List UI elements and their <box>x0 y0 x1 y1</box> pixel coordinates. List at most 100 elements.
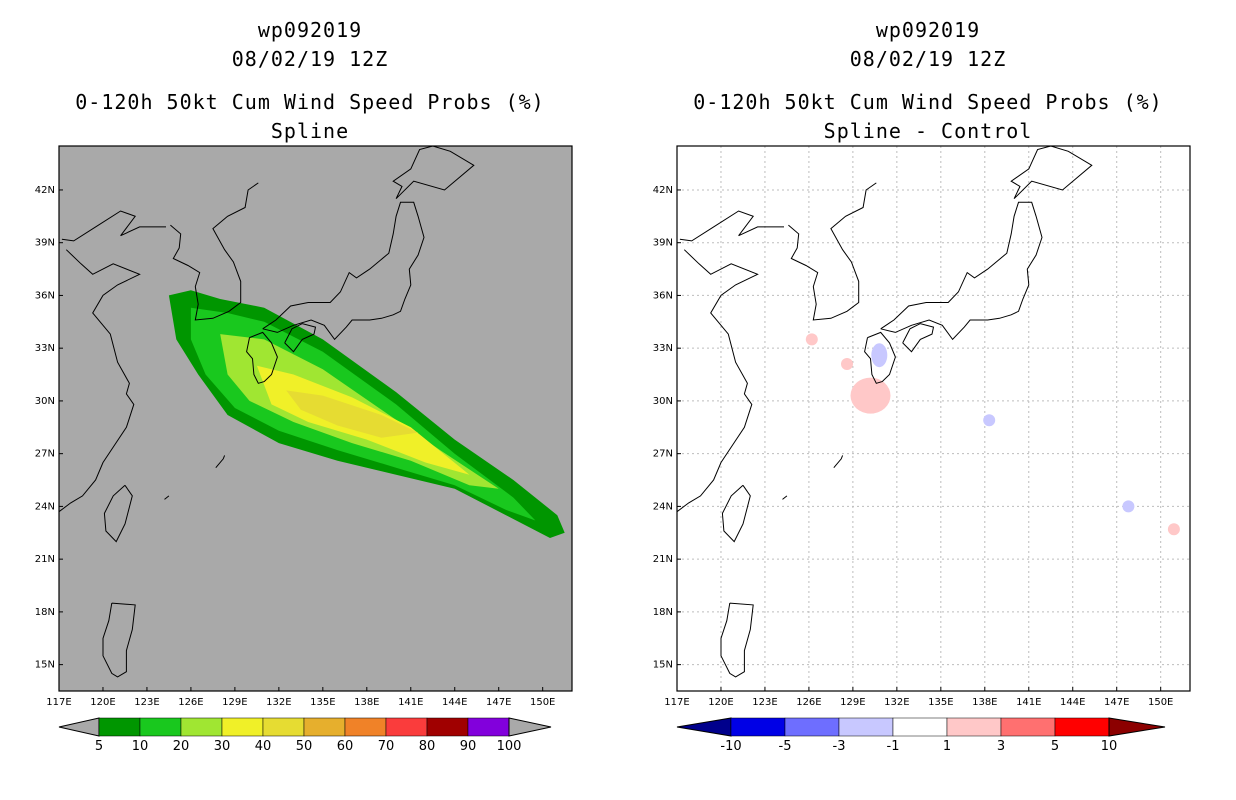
diff-patch <box>1167 523 1180 536</box>
x-tick-label: 150E <box>1148 697 1173 708</box>
colorbar-label: 10 <box>132 739 149 754</box>
x-tick-label: 120E <box>708 697 733 708</box>
x-tick-label: 135E <box>310 697 335 708</box>
x-tick-label: 120E <box>90 697 115 708</box>
colorbar-swatch <box>139 717 182 737</box>
colorbar-label: 60 <box>337 739 354 754</box>
left-map <box>58 145 573 692</box>
colorbar-swatch <box>385 717 428 737</box>
y-tick-label: 15N <box>35 660 55 671</box>
diff-patch <box>841 358 853 370</box>
x-tick-label: 117E <box>46 697 71 708</box>
x-tick-label: 141E <box>398 697 423 708</box>
coastlines <box>58 145 475 678</box>
colorbar-label: -10 <box>720 739 741 754</box>
y-tick-label: 42N <box>35 185 55 196</box>
colorbar-swatch <box>467 717 510 737</box>
left-chart: 117E 120E 123E 126E 129E 132E 135E 138E 141E 144E… <box>35 145 573 754</box>
coastline <box>61 210 166 242</box>
x-tick-label: 117E <box>664 697 689 708</box>
y-tick-label: 36N <box>35 290 55 301</box>
colorbar-arrow-low <box>676 717 732 737</box>
colorbar-label: 3 <box>997 739 1005 754</box>
right-subtitle: Spline - Control <box>823 119 1033 143</box>
left-subtitle: Spline <box>270 119 350 143</box>
map-frame <box>676 145 1191 692</box>
y-tick-label: 30N <box>35 396 55 407</box>
map-frame <box>58 145 573 692</box>
coastline <box>102 602 136 678</box>
x-tick-label: 126E <box>178 697 203 708</box>
x-tick-label: 129E <box>840 697 865 708</box>
coastline <box>721 484 751 543</box>
colorbar-label: -1 <box>887 739 900 754</box>
right-datetime: 08/02/19 12Z <box>849 47 1007 71</box>
colorbar-label: 80 <box>419 739 436 754</box>
right-product: 0-120h 50kt Cum Wind Speed Probs (%) <box>693 90 1163 114</box>
y-tick-label: 33N <box>653 343 673 354</box>
right-title-block: wp092019 08/02/19 12Z <box>658 16 1198 74</box>
colorbar-swatch <box>98 717 141 737</box>
colorbar-label: 20 <box>173 739 190 754</box>
y-tick-label: 36N <box>653 290 673 301</box>
colorbar-swatch <box>946 717 1002 737</box>
x-tick-label: 138E <box>972 697 997 708</box>
colorbar-swatch <box>838 717 894 737</box>
coastline <box>902 323 935 353</box>
left-colorbar: 5 10 20 30 40 50 60 70 80 90 100 <box>58 717 552 754</box>
right-chart: 117E 120E 123E 126E 129E 132E 135E 138E 141E 144E… <box>653 145 1191 754</box>
coastline <box>58 249 141 513</box>
colorbar-label: 70 <box>378 739 395 754</box>
coastline <box>246 331 278 384</box>
colorbar-swatch <box>221 717 264 737</box>
left-datetime: 08/02/19 12Z <box>231 47 389 71</box>
coastline <box>720 602 754 678</box>
coastline <box>864 331 896 384</box>
x-tick-label: 135E <box>928 697 953 708</box>
prob-contour-40 <box>286 390 419 438</box>
colorbar-label: 30 <box>214 739 231 754</box>
coastline <box>833 455 844 469</box>
coastline <box>679 210 784 242</box>
y-tick-label: 39N <box>35 238 55 249</box>
x-tick-label: 126E <box>796 697 821 708</box>
x-tick-label: 147E <box>1104 697 1129 708</box>
left-product: 0-120h 50kt Cum Wind Speed Probs (%) <box>75 90 545 114</box>
y-tick-label: 15N <box>653 660 673 671</box>
right-colorbar: -10 -5 -3 -1 1 3 5 10 <box>676 717 1166 754</box>
coastline <box>788 182 877 321</box>
coastline <box>676 249 759 513</box>
y-tick-label: 27N <box>653 449 673 460</box>
y-tick-label: 24N <box>653 501 673 512</box>
coastline <box>170 182 259 321</box>
colorbar-label: -5 <box>779 739 792 754</box>
colorbar-label: 10 <box>1101 739 1118 754</box>
colorbar-swatch <box>784 717 840 737</box>
colorbar-swatch <box>180 717 223 737</box>
colorbar-arrow-low <box>58 717 100 737</box>
map-background <box>677 146 1190 691</box>
coastline <box>103 484 133 543</box>
x-tick-label: 129E <box>222 697 247 708</box>
left-storm-id: wp092019 <box>257 18 363 42</box>
colorbar-label: 100 <box>497 739 522 754</box>
x-tick-label: 123E <box>752 697 777 708</box>
x-tick-label: 150E <box>530 697 555 708</box>
colorbar-swatch <box>426 717 469 737</box>
right-storm-id: wp092019 <box>875 18 981 42</box>
colorbar-swatch <box>1054 717 1110 737</box>
coastline <box>284 323 317 353</box>
colorbar-swatch <box>730 717 786 737</box>
gridlines <box>677 146 1190 691</box>
x-tick-label: 123E <box>134 697 159 708</box>
coastline <box>164 495 170 500</box>
diff-patch <box>1122 500 1135 513</box>
x-tick-label: 144E <box>442 697 467 708</box>
colorbar-swatch <box>892 717 948 737</box>
y-tick-label: 24N <box>35 501 55 512</box>
colorbar-arrow-high <box>1108 717 1166 737</box>
colorbar-label: 5 <box>1051 739 1059 754</box>
colorbar-label: 5 <box>95 739 103 754</box>
coastline <box>262 201 425 341</box>
left-title-block: wp092019 08/02/19 12Z <box>40 16 580 74</box>
